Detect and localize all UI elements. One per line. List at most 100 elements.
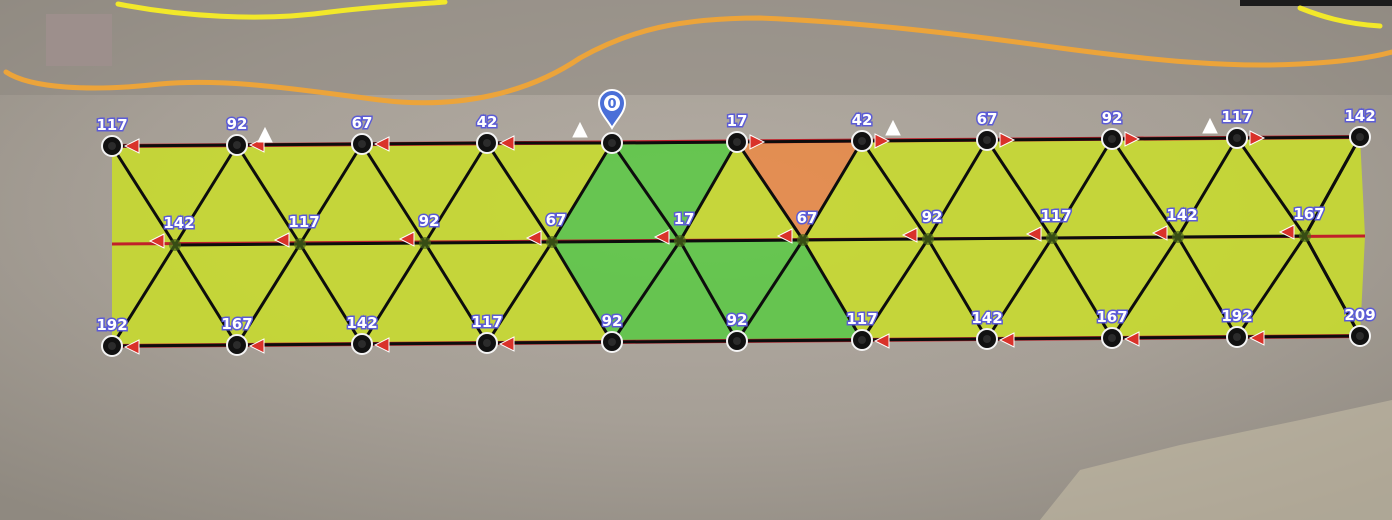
heading-arrow [273,232,290,248]
grid-cell [300,243,425,344]
grid-cell [1052,237,1178,338]
grid-cell [1112,237,1237,338]
grid-cell [862,239,987,340]
grid-edge [678,141,739,242]
grid-edge [1110,236,1180,339]
waypoint-label: 17 [727,112,748,130]
heading-arrow [999,132,1016,148]
grid-cell [1237,236,1360,337]
map-thumbnail-tile[interactable] [46,14,112,66]
grid-edge [298,143,364,245]
grid-edge [679,238,804,243]
heading-arrow [874,133,891,149]
waypoint-node-core [1108,334,1116,342]
waypoint-nodes [101,126,1371,357]
waypoint-node[interactable] [294,238,306,250]
waypoint-label: 67 [546,211,567,229]
grid-edge [1176,236,1239,338]
grid-edge [423,142,489,244]
waypoint-node-core [608,139,616,147]
heading-arrow [1151,225,1168,241]
waypoint-label: 67 [977,110,998,128]
waypoint-label: 209 [1344,306,1375,324]
grid-cell [487,143,612,242]
top-edge-bar [1240,0,1392,6]
waypoint-node-core [233,141,241,149]
heading-arrow [498,135,515,151]
waypoint-label: 42 [852,111,873,129]
waypoint-node-core [1233,134,1241,142]
grid-cell [680,240,803,341]
heading-arrow [525,230,542,246]
grid-cell [1237,137,1360,236]
heading-arrow [885,119,901,136]
waypoint-label: 42 [477,113,498,131]
heading-arrow [776,228,793,244]
waypoint-node[interactable] [546,236,558,248]
heading-arrow [653,229,670,245]
start-pin[interactable]: 0 [597,89,627,130]
grid-cell [680,142,803,241]
heading-arrow [498,336,515,352]
waypoint-label: 142 [1166,206,1197,224]
grid-edge [550,142,614,243]
grid-edge [985,139,1054,239]
grid-cell [803,239,928,340]
grid-edge [860,140,930,240]
grid-edge [298,243,364,345]
waypoint-label: 67 [797,209,818,227]
heading-arrow [1025,226,1042,242]
grid-edge [424,240,553,245]
grid-cell [425,242,552,343]
waypoint-label: 117 [288,213,319,231]
grid-cell [612,241,737,342]
heading-arrow [398,231,415,247]
waypoint-node[interactable] [419,237,431,249]
heading-arrow [123,339,140,355]
heading-arrow [148,233,165,249]
grid-cell [112,145,237,245]
heading-arrow [901,227,918,243]
waypoint-node[interactable] [674,235,686,247]
grid-edge [801,140,864,241]
grid-cell [862,140,987,239]
waypoint-node[interactable] [1299,230,1311,242]
grid-edge [926,139,989,240]
grid-edge [1303,136,1362,237]
waypoint-label: 92 [1102,109,1123,127]
grid-edge [485,142,554,243]
waypoint-node[interactable] [169,239,181,251]
grid-cell [362,243,487,344]
grid-cell [737,240,862,341]
waypoint-label: 117 [471,313,502,331]
heading-arrow [572,121,588,138]
grid-edge [174,242,301,247]
waypoint-node-core [983,136,991,144]
waypoint-label: 92 [727,311,748,329]
pin-badge [604,95,620,111]
grid-edge [801,239,864,341]
heading-arrow [373,337,390,353]
waypoint-label: 142 [346,314,377,332]
grid-cell [112,245,237,346]
waypoint-node[interactable] [922,233,934,245]
grid-edge [610,142,682,242]
waypoint-node-core [1356,332,1364,340]
grid-edge [299,241,426,246]
grid-edge [1051,235,1179,240]
heading-arrow [873,333,890,349]
waypoint-node-core [733,337,741,345]
heading-arrow [123,138,140,154]
waypoint-node[interactable] [797,234,809,246]
grid-cell [1052,139,1178,238]
grid-cell [612,142,737,241]
grid-edge [678,240,739,342]
waypoint-label: 92 [419,212,440,230]
waypoint-label: 117 [846,310,877,328]
waypoint-label: 92 [922,208,943,226]
grid-edge [927,236,1053,241]
waypoint-node[interactable] [1172,231,1184,243]
waypoint-node[interactable] [1046,232,1058,244]
heading-markers [123,117,1295,355]
